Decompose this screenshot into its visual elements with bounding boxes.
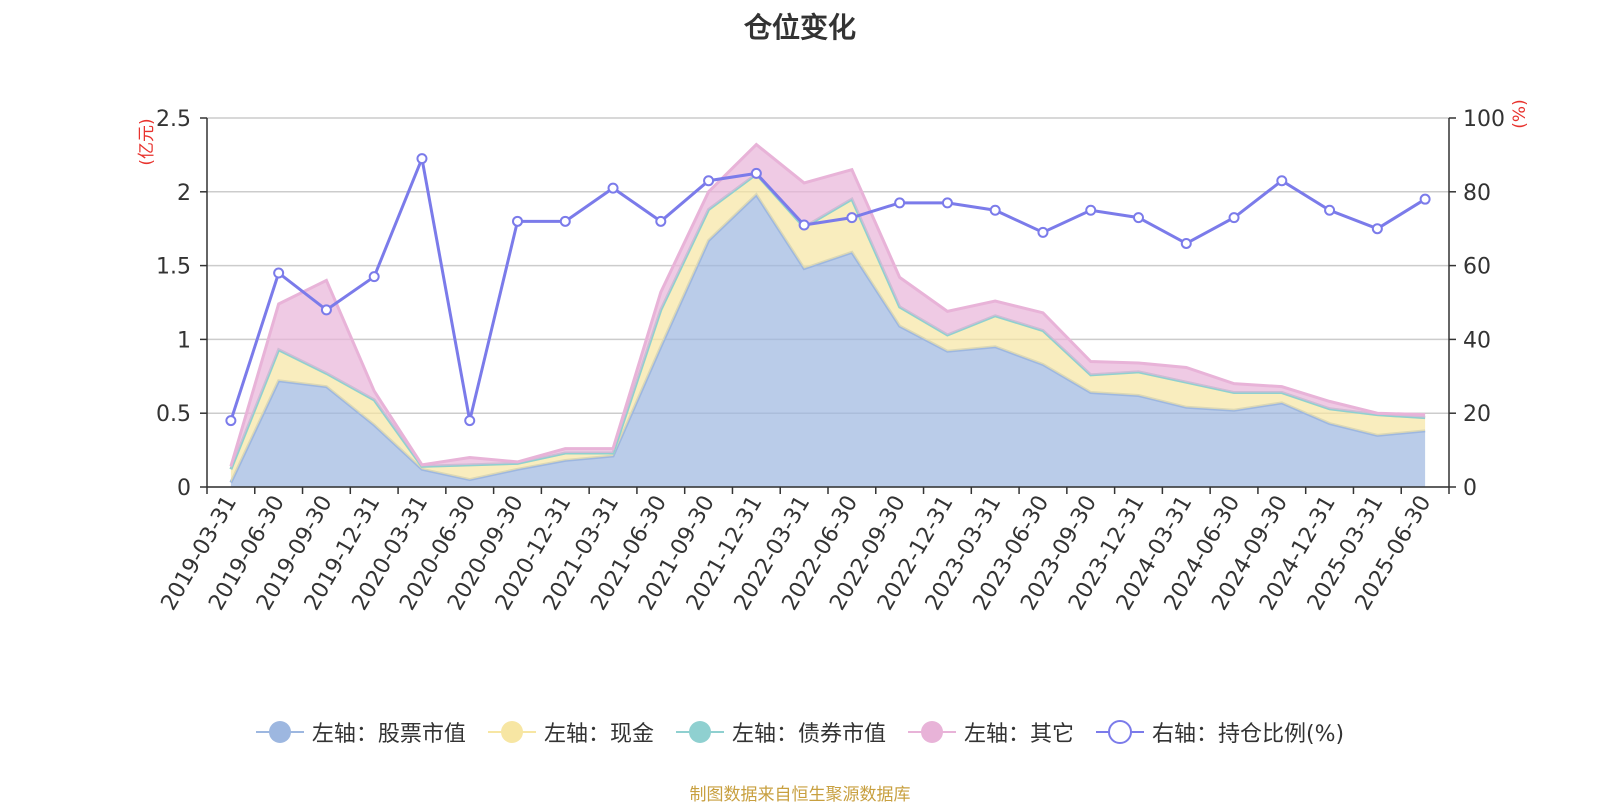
ratio-point [320, 304, 332, 316]
legend-item[interactable]: 左轴：股票市值 [255, 716, 466, 748]
source-note: 制图数据来自恒生聚源数据库 [689, 785, 911, 805]
legend-item[interactable]: 右轴：持仓比例(%) [1095, 716, 1345, 748]
legend-marker-icon [1095, 720, 1144, 744]
ratio-point [1371, 223, 1383, 235]
y-right-tick-label: 20 [1463, 402, 1491, 427]
legend-item[interactable]: 左轴：债券市值 [675, 716, 886, 748]
y-right-tick-label: 0 [1463, 476, 1477, 501]
ratio-point [464, 415, 476, 427]
ratio-point [941, 197, 953, 209]
ratio-point [225, 415, 237, 427]
legend-marker-icon [487, 721, 536, 743]
ratio-line-path [229, 153, 1426, 422]
legend-label: 左轴：其它 [963, 722, 1074, 747]
legend-label: 左轴：现金 [543, 722, 654, 747]
stacked-areas [229, 142, 1426, 487]
ratio-point [750, 167, 762, 179]
y-right-axis-label: (%) [1510, 99, 1530, 128]
legend-marker-icon [255, 721, 304, 743]
y-left-axis-label: (亿元) [137, 118, 157, 165]
ratio-point [273, 267, 285, 279]
ratio-point [894, 197, 906, 209]
ratio-point [416, 153, 428, 165]
ratio-point [1324, 204, 1336, 216]
legend-label: 右轴：持仓比例(%) [1151, 722, 1345, 747]
chart-title: 仓位变化 [743, 11, 856, 44]
axes [200, 117, 1456, 494]
y-right-tick-label: 100 [1463, 107, 1505, 132]
area-series [230, 194, 1426, 487]
ratio-point [703, 175, 715, 187]
ratio-line [225, 153, 1431, 427]
legend-item[interactable]: 左轴：现金 [487, 716, 654, 748]
area-series [230, 174, 1426, 483]
area-series-edge [229, 142, 1426, 467]
y-left-tick-label: 1.5 [156, 255, 191, 280]
ratio-point [1037, 226, 1049, 238]
ratio-point [368, 271, 380, 283]
legend-marker-icon [907, 721, 956, 743]
y-right-tick-label: 80 [1463, 181, 1491, 206]
ratio-point [1276, 175, 1288, 187]
y-left-tick-label: 0.5 [156, 402, 191, 427]
ratio-point [1180, 237, 1192, 249]
ratio-point [798, 219, 810, 231]
y-right-tick-label: 60 [1463, 255, 1491, 280]
y-left-tick-label: 0 [177, 476, 191, 501]
ratio-point [607, 182, 619, 194]
area-series [230, 144, 1426, 470]
y-left-tick-label: 2 [177, 181, 191, 206]
ratio-point [1085, 204, 1097, 216]
legend-marker-icon [675, 721, 724, 743]
ratio-point [1419, 193, 1431, 205]
ratio-point [846, 212, 858, 224]
legend: 左轴：股票市值 左轴：现金 左轴：债券市值 左轴：其它 右轴：持仓比例(%) [0, 716, 1600, 748]
ratio-point [1133, 212, 1144, 224]
legend-item[interactable]: 左轴：其它 [907, 716, 1074, 748]
ratio-point [1228, 212, 1240, 224]
ratio-point [559, 215, 571, 227]
ratio-point [512, 215, 523, 227]
y-left-tick-label: 2.5 [156, 107, 191, 132]
y-left-tick-label: 1 [177, 328, 191, 353]
y-right-tick-label: 40 [1463, 328, 1491, 353]
legend-label: 左轴：债券市值 [731, 722, 886, 747]
ratio-point [989, 204, 1001, 216]
legend-label: 左轴：股票市值 [311, 722, 466, 747]
ratio-point [655, 215, 667, 227]
